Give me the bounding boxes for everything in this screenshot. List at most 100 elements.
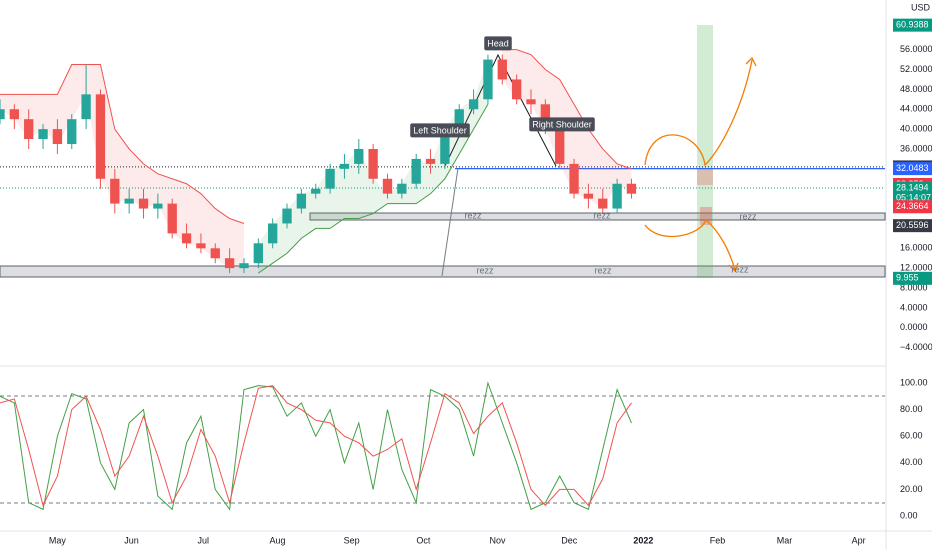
candle-body <box>110 178 120 204</box>
price-tag <box>893 271 932 285</box>
candle-body <box>282 208 292 224</box>
candle-body <box>95 94 106 179</box>
osc-tick-label: 60.00 <box>900 431 923 441</box>
annotation-box <box>410 123 470 138</box>
candle-body <box>167 203 177 234</box>
price-tag-label: 24.3664 <box>896 201 929 211</box>
annotation-box <box>529 117 595 132</box>
candle-body <box>411 158 421 184</box>
x-tick-label: Oct <box>416 535 431 545</box>
x-tick-label: May <box>49 535 67 545</box>
candle-body <box>468 99 479 110</box>
stop-box <box>700 207 712 225</box>
candle-body <box>210 248 220 259</box>
candle-body <box>339 163 350 169</box>
candle-body <box>440 129 450 164</box>
x-tick-label: Feb <box>710 535 726 545</box>
zone-label: rezz <box>476 265 494 275</box>
candle-body <box>555 129 565 164</box>
price-tag <box>893 219 932 233</box>
candle-body <box>382 178 393 194</box>
osc-tick-label: 100.00 <box>900 377 928 387</box>
zone-label: rezz <box>464 210 482 220</box>
price-tag-label: 20.5596 <box>896 220 929 230</box>
candle-body <box>196 243 206 249</box>
x-tick-label: Jun <box>124 535 139 545</box>
target-box <box>697 25 713 278</box>
candle-body <box>124 198 134 204</box>
candle-body <box>397 183 407 194</box>
candle-body <box>569 163 579 194</box>
zone-label: rezz <box>594 265 612 275</box>
x-tick-label: 2022 <box>633 535 653 545</box>
x-tick-label: Aug <box>269 535 285 545</box>
x-tick-label: Dec <box>561 535 578 545</box>
band-line <box>502 49 632 170</box>
price-tag-label: 32.0483 <box>896 163 929 173</box>
y-tick-label: 40.0000 <box>900 123 932 133</box>
price-tag <box>893 181 932 204</box>
candle-body <box>583 193 594 199</box>
countdown: 05:14:07 <box>896 192 931 202</box>
candle-body <box>0 109 5 120</box>
candle-body <box>425 158 436 164</box>
candle-body <box>52 129 63 145</box>
candle-body <box>368 148 378 179</box>
trend-line <box>441 167 459 277</box>
candle-body <box>626 183 637 194</box>
candle-body <box>81 94 91 120</box>
candle-body <box>224 258 235 269</box>
band-line <box>0 64 245 224</box>
price-tag-label: 28.1494 <box>896 182 929 192</box>
x-tick-label: Mar <box>777 535 793 545</box>
candle-body <box>511 79 522 100</box>
osc-tick-label: 40.00 <box>900 457 923 467</box>
candle-body <box>612 183 622 209</box>
band-fill <box>0 64 244 269</box>
candle-body <box>181 233 192 244</box>
annotation: Right Shoulder <box>532 119 592 129</box>
y-tick-label: 4.0000 <box>900 302 928 312</box>
candle-body <box>239 263 249 269</box>
candle-body <box>325 168 335 189</box>
zone-label: rezz <box>731 264 749 274</box>
y-tick-label: 44.0000 <box>900 104 932 114</box>
band-line <box>258 104 489 274</box>
resistance-zone <box>309 212 886 221</box>
candle-body <box>540 104 551 130</box>
candle-body <box>268 223 278 244</box>
candle-body <box>497 59 507 80</box>
x-tick-label: Apr <box>852 535 866 545</box>
osc-line <box>0 385 632 507</box>
projection-down <box>644 218 739 273</box>
osc-line <box>0 381 632 511</box>
candle-body <box>38 129 48 140</box>
candle-body <box>598 198 608 209</box>
y-tick-label: −4.0000 <box>900 342 932 352</box>
candle-body <box>296 193 307 209</box>
y-tick-label: 16.0000 <box>900 243 932 253</box>
y-tick-label: 12.0000 <box>900 263 932 273</box>
candle-body <box>483 59 493 100</box>
y-tick-label: 56.0000 <box>900 44 932 54</box>
y-tick-label: 36.0000 <box>900 143 932 153</box>
annotation-box <box>484 36 512 51</box>
x-tick-label: Nov <box>490 535 507 545</box>
price-tag-label: 60.9388 <box>896 20 929 30</box>
price-tag <box>893 162 932 176</box>
price-tag <box>893 200 932 214</box>
candle-body <box>138 198 149 209</box>
candle-body <box>354 148 364 164</box>
annotation: Head <box>487 38 509 48</box>
osc-tick-label: 80.00 <box>900 404 923 414</box>
y-tick-label: 0.0000 <box>900 322 928 332</box>
osc-tick-label: 0.00 <box>900 510 918 520</box>
osc-tick-label: 20.00 <box>900 484 923 494</box>
stop-box <box>697 168 713 185</box>
band-fill <box>258 59 488 274</box>
zone-label: rezz <box>739 211 757 221</box>
annotation: Left Shoulder <box>413 125 467 135</box>
candle-body <box>67 119 77 145</box>
